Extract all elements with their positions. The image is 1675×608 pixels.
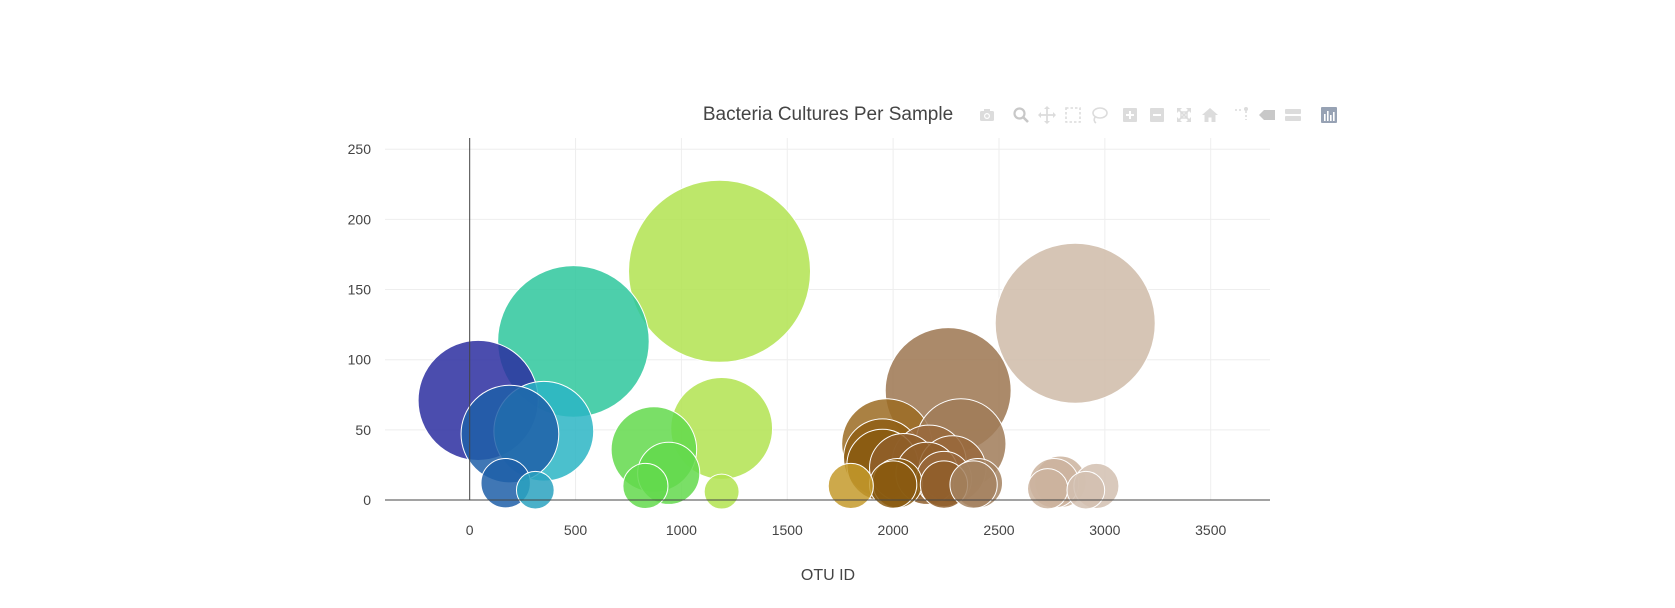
bubble-point[interactable] [515,470,555,510]
spike-lines-icon[interactable] [1230,104,1252,126]
x-tick-label: 1500 [772,522,803,538]
reset-axes-icon[interactable] [1199,104,1221,126]
x-tick-label: 2500 [983,522,1014,538]
bubble-point[interactable] [622,462,669,510]
zoom-icon[interactable] [1010,104,1032,126]
x-tick-label: 3000 [1089,522,1120,538]
autoscale-icon[interactable] [1173,104,1195,126]
bubble-point[interactable] [703,473,740,510]
x-tick-label: 2000 [878,522,909,538]
camera-icon[interactable] [976,104,998,126]
hover-compare-icon[interactable] [1282,104,1304,126]
bubble-point[interactable] [1066,470,1106,510]
bubble-point[interactable] [949,460,998,509]
bubble-point[interactable] [827,462,874,510]
zoom-in-icon[interactable] [1119,104,1141,126]
y-tick-label: 200 [348,211,372,227]
x-tick-label: 3500 [1195,522,1226,538]
x-tick-label: 1000 [666,522,697,538]
y-tick-label: 100 [348,352,372,368]
y-tick-label: 0 [363,492,371,508]
x-tick-label: 500 [564,522,588,538]
x-tick-label: 0 [466,522,474,538]
axes: 0 500 1000 1500 2000 2500 3000 3500 0 50 100 150 200… [348,138,1270,538]
chart-title: Bacteria Cultures Per Sample [703,104,953,125]
bubbles[interactable] [417,179,1156,510]
bubble-point[interactable] [1027,468,1069,510]
y-tick-label: 150 [348,282,372,298]
bubble-point[interactable] [994,242,1156,404]
lasso-select-icon[interactable] [1088,104,1110,126]
bubble-point[interactable] [868,460,918,509]
hover-closest-icon[interactable] [1256,104,1278,126]
x-axis-title: OTU ID [801,567,855,584]
y-tick-label: 50 [355,422,371,438]
pan-icon[interactable] [1036,104,1058,126]
zoom-out-icon[interactable] [1146,104,1168,126]
bubble-point[interactable] [628,179,812,363]
y-tick-label: 250 [348,141,372,157]
plotly-logo-icon[interactable] [1318,104,1340,126]
box-select-icon[interactable] [1062,104,1084,126]
